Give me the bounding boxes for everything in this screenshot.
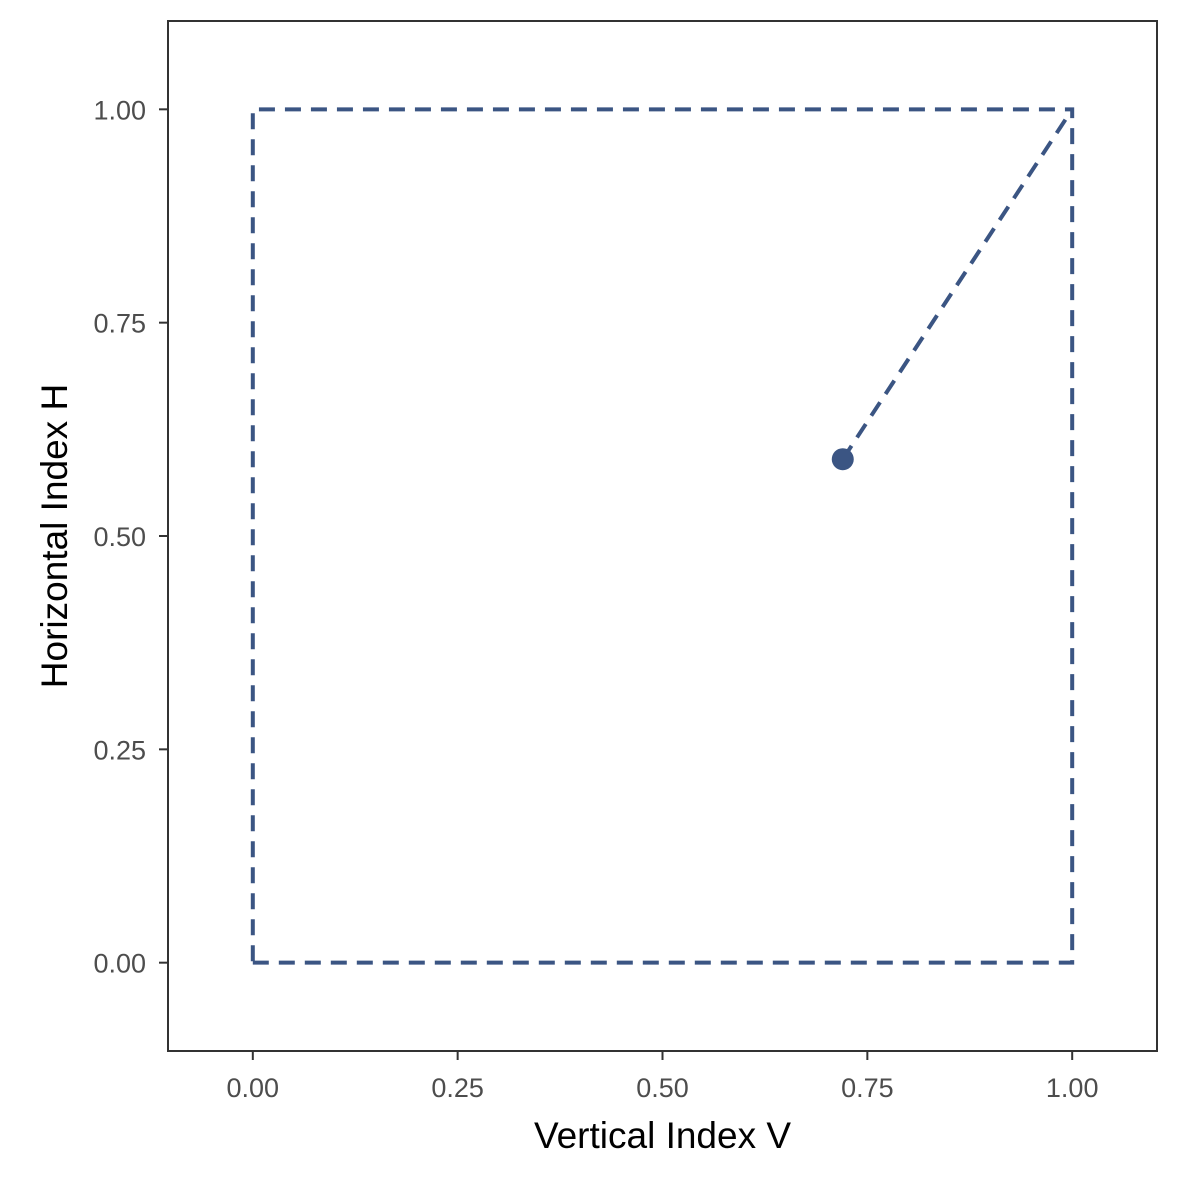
y-tick-label: 1.00 xyxy=(93,95,146,125)
distance-segment xyxy=(841,108,1074,461)
boundary-square xyxy=(250,107,1075,965)
y-tick-label: 0.75 xyxy=(93,309,146,339)
y-tick-label: 0.50 xyxy=(93,522,146,552)
x-axis: 0.00 0.25 0.50 0.75 1.00 xyxy=(227,1051,1099,1103)
x-tick-label: 1.00 xyxy=(1046,1073,1099,1103)
x-tick-label: 0.50 xyxy=(636,1073,689,1103)
x-tick-label: 0.25 xyxy=(431,1073,484,1103)
plot-marks xyxy=(250,107,1075,965)
data-point xyxy=(831,448,854,471)
x-tick-label: 0.75 xyxy=(841,1073,894,1103)
y-axis: 0.00 0.25 0.50 0.75 1.00 xyxy=(93,95,168,979)
plot-panel-border xyxy=(167,20,1158,1052)
x-axis-title: Vertical Index V xyxy=(534,1115,791,1156)
y-axis-title: Horizontal Index H xyxy=(34,384,75,688)
y-tick-label: 0.25 xyxy=(93,735,146,765)
y-tick-label: 0.00 xyxy=(93,949,146,979)
x-tick-label: 0.00 xyxy=(227,1073,280,1103)
